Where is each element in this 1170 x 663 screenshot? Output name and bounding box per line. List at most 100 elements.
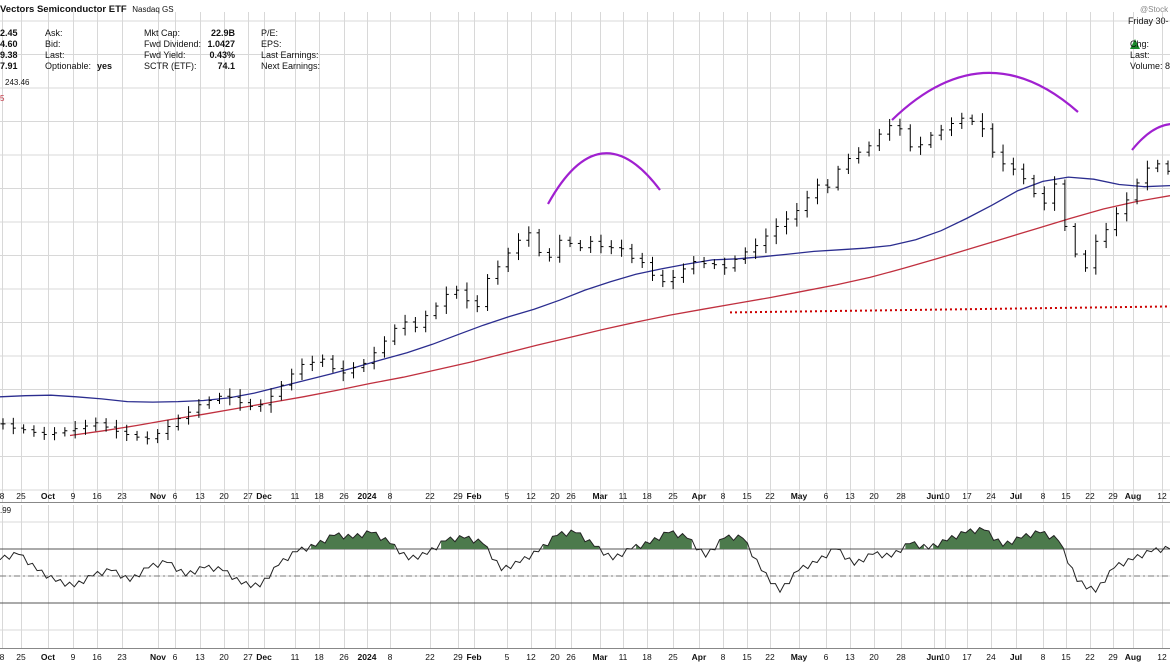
price-bar: [443, 286, 449, 314]
price-bar: [691, 256, 697, 275]
x-tick-label: 10: [940, 652, 950, 662]
x-tick-label: 26: [566, 491, 576, 501]
price-bar: [217, 392, 223, 404]
price-bar: [155, 429, 161, 444]
overbought-fill: [441, 535, 488, 549]
quote-labels: Ask: Bid: Last: Optionable: yes: [45, 28, 112, 72]
price-bar: [423, 310, 429, 333]
price-bar: [206, 396, 212, 409]
price-bar: [1144, 160, 1150, 191]
price-bar: [196, 399, 202, 418]
x-tick-label: Nov: [150, 491, 166, 501]
x-tick-label: 6: [824, 652, 829, 662]
price-bar: [113, 419, 119, 439]
mkt-cap-label: Mkt Cap:: [144, 28, 181, 38]
x-tick-label: 27: [243, 652, 253, 662]
x-tick-label: 6: [824, 491, 829, 501]
price-bar: [598, 234, 604, 254]
overlay-marker-label: 5: [0, 94, 5, 103]
price-bar: [629, 243, 635, 264]
x-tick-label: 17: [962, 491, 972, 501]
price-bar: [1010, 157, 1016, 176]
x-tick-label: 20: [550, 491, 560, 501]
price-bar: [299, 358, 305, 380]
pe-label: P/E:: [261, 28, 279, 38]
price-bar: [763, 228, 769, 254]
price-bar: [1103, 222, 1109, 249]
price-bar: [701, 256, 707, 269]
right-quote-labels: Chg: Last: Volume: 8: [1130, 39, 1170, 72]
price-bar: [309, 355, 315, 372]
eps-label: EPS:: [261, 39, 282, 49]
x-tick-label: 15: [742, 652, 752, 662]
x-tick-label: 22: [425, 491, 435, 501]
price-bar: [1093, 234, 1099, 275]
price-panel-grid: [0, 12, 1170, 502]
price-bar: [1021, 163, 1027, 185]
date-label: Friday 30-: [1128, 16, 1169, 26]
x-tick-label: 15: [742, 491, 752, 501]
price-bar: [278, 380, 284, 401]
x-tick-label: Jun: [926, 652, 941, 662]
indicator-x-axis: 8 25 Oct 9 16 23 Nov 6 13 20 27 Dec 11 18 26 2024 8 22 29 F…: [0, 652, 1167, 662]
x-tick-label: 25: [16, 491, 26, 501]
price-bar: [825, 179, 831, 194]
fwd-dividend-label: Fwd Dividend:: [144, 39, 202, 49]
price-bar: [1041, 186, 1047, 211]
price-bar: [371, 346, 377, 370]
x-tick-label: 8: [0, 491, 5, 501]
bid-label: Bid:: [45, 39, 61, 49]
x-tick-label: 25: [668, 652, 678, 662]
last-label: Last:: [45, 50, 65, 60]
price-fragment: 9.38: [0, 50, 18, 60]
price-bar: [680, 263, 686, 283]
x-tick-label: Oct: [41, 652, 55, 662]
x-tick-label: Jun: [926, 491, 941, 501]
price-bar: [289, 368, 295, 391]
x-tick-label: 27: [243, 491, 253, 501]
x-tick-label: Nov: [150, 652, 166, 662]
price-bar: [784, 211, 790, 235]
price-bar: [1062, 179, 1068, 231]
right-last-label: Last:: [1130, 50, 1150, 60]
watermark: @Stock: [1140, 5, 1169, 14]
x-tick-label: 11: [619, 491, 628, 501]
x-tick-label: 20: [219, 491, 229, 501]
price-fragment: 2.45: [0, 28, 18, 38]
x-tick-label: 29: [453, 491, 463, 501]
x-tick-label: 18: [642, 491, 652, 501]
x-tick-label: Dec: [256, 491, 272, 501]
price-bar: [72, 420, 78, 439]
x-tick-label: 8: [721, 491, 726, 501]
x-tick-label: 8: [388, 491, 393, 501]
price-bar: [990, 123, 996, 158]
ma200-series: [69, 195, 1170, 437]
top-arc-march: [547, 152, 661, 205]
price-bar: [1134, 178, 1140, 205]
price-bar: [639, 252, 645, 268]
x-tick-label: 2024: [358, 652, 377, 662]
price-bar: [526, 226, 532, 247]
price-bar: [1165, 160, 1170, 175]
annotations-layer: [547, 71, 1170, 314]
price-bar: [650, 256, 656, 281]
x-tick-label: Apr: [692, 652, 707, 662]
price-bar: [608, 240, 614, 255]
price-bar: [866, 141, 872, 157]
x-tick-label: 11: [291, 491, 300, 501]
x-tick-label: 23: [117, 491, 127, 501]
price-bar: [433, 302, 439, 320]
price-bar: [567, 236, 573, 248]
fwd-yield-value: 0.43%: [209, 50, 235, 60]
price-fragment: 4.60: [0, 39, 18, 49]
top-arc-june-july: [891, 71, 1079, 121]
volume-label: Volume: 8: [1130, 61, 1170, 71]
price-bar: [918, 136, 924, 155]
x-tick-label: 22: [1085, 491, 1095, 501]
x-tick-label: Jul: [1010, 491, 1022, 501]
up-triangle-icon: [1130, 39, 1140, 49]
x-tick-label: 12: [526, 652, 536, 662]
x-tick-label: 9: [71, 652, 76, 662]
price-bar: [557, 234, 563, 263]
